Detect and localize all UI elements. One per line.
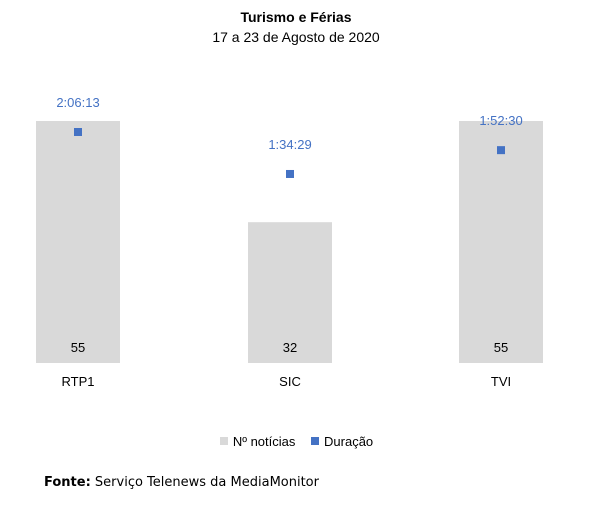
x-tick-sic: SIC (279, 374, 301, 389)
duration-marker-sic (286, 169, 294, 178)
bar-rtp1 (36, 121, 120, 363)
legend-swatch-duracao (311, 437, 320, 445)
legend-label-duracao: Duração (324, 433, 374, 449)
source-text: Serviço Telenews da MediaMonitor (94, 475, 319, 490)
chart-subtitle: 17 a 23 de Agosto de 2020 (212, 29, 380, 45)
duration-marker-tvi (497, 146, 505, 155)
duration-label-rtp1: 2:06:13 (56, 95, 99, 110)
chart: Turismo e Férias 17 a 23 de Agosto de 20… (36, 9, 543, 389)
bar-value-tvi: 55 (494, 340, 508, 355)
legend-item-noticias: Nº notícias (219, 433, 296, 449)
bar-sic (248, 222, 332, 363)
source-label: Fonte: (44, 475, 91, 490)
legend-label-noticias: Nº notícias (232, 433, 296, 449)
legend: Nº notícias Duração (0, 433, 593, 449)
plot-area: 55 2:06:13 RTP1 32 1:34:29 SIC 55 1:52:30 TVI (36, 95, 543, 389)
x-tick-rtp1: RTP1 (62, 374, 95, 389)
duration-label-tvi: 1:52:30 (479, 113, 522, 128)
legend-swatch-noticias (219, 437, 228, 445)
duration-marker-rtp1 (74, 128, 82, 136)
x-tick-tvi: TVI (491, 374, 511, 389)
duration-label-sic: 1:34:29 (268, 137, 311, 152)
bar-value-sic: 32 (283, 340, 297, 355)
chart-title: Turismo e Férias (240, 9, 351, 25)
bar-value-rtp1: 55 (71, 340, 85, 355)
bar-tvi (459, 121, 543, 363)
source-note: Fonte: Serviço Telenews da MediaMonitor (44, 475, 319, 490)
legend-item-duracao: Duração (311, 434, 373, 449)
